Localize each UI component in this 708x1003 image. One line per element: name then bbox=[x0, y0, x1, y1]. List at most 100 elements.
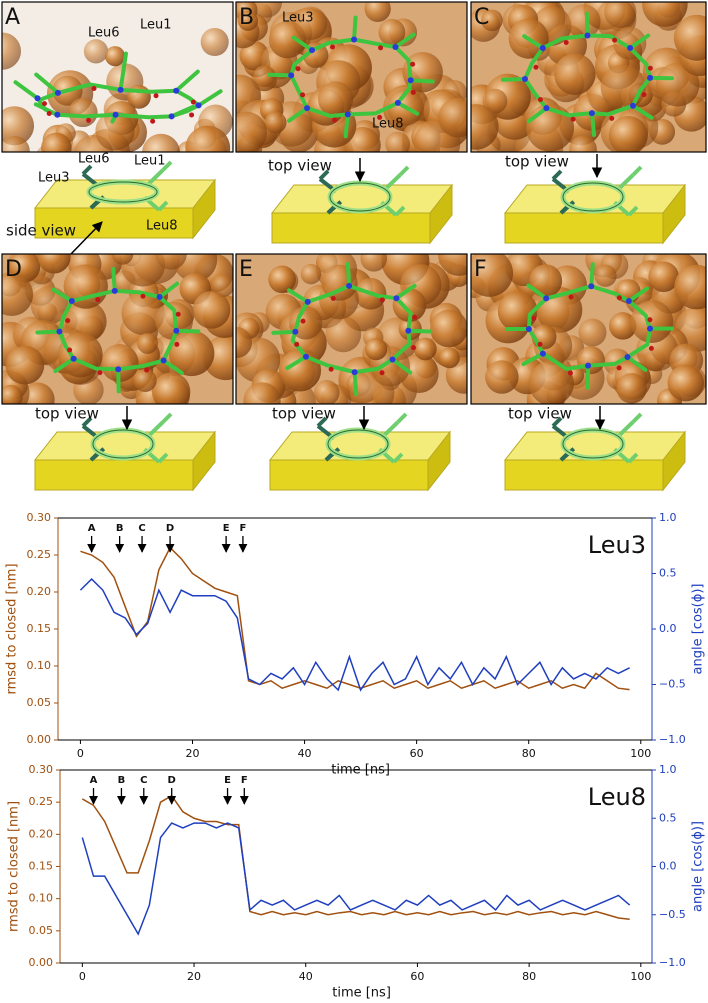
nitrogen bbox=[408, 77, 414, 83]
y2-tick-label: 0.0 bbox=[659, 860, 677, 873]
annotation-label: C bbox=[140, 775, 147, 786]
atom-sphere bbox=[616, 373, 646, 403]
nitrogen bbox=[543, 105, 549, 111]
atom-sphere bbox=[201, 28, 229, 56]
annotation-label: D bbox=[168, 775, 176, 786]
atom-sphere bbox=[554, 53, 596, 95]
nitrogen bbox=[352, 369, 358, 375]
atom-sphere bbox=[601, 65, 646, 110]
atom-sphere bbox=[385, 132, 410, 157]
y2-tick-label: 0.0 bbox=[659, 622, 677, 635]
x-tick-label: 100 bbox=[630, 970, 651, 983]
oxygen bbox=[380, 370, 385, 375]
atom-sphere bbox=[279, 349, 321, 391]
nitrogen bbox=[405, 328, 411, 334]
nitrogen bbox=[303, 354, 309, 360]
nitrogen bbox=[540, 45, 546, 51]
oxygen bbox=[301, 319, 306, 324]
x-tick-label: 60 bbox=[410, 747, 424, 760]
y-tick-label: 0.05 bbox=[29, 924, 54, 937]
atom-sphere bbox=[360, 245, 387, 272]
nitrogen bbox=[395, 100, 401, 106]
oxygen bbox=[191, 100, 196, 105]
side-chain bbox=[503, 79, 525, 80]
nitrogen bbox=[157, 294, 163, 300]
nitrogen bbox=[54, 112, 60, 118]
y-tick-label: 0.20 bbox=[27, 585, 52, 598]
oxygen bbox=[378, 45, 383, 50]
nitrogen bbox=[647, 326, 653, 332]
oxygen bbox=[641, 92, 646, 97]
oxygen bbox=[176, 312, 181, 317]
oxygen bbox=[300, 92, 305, 97]
y-tick-label: 0.30 bbox=[29, 763, 54, 776]
x-tick-label: 100 bbox=[630, 747, 651, 760]
chart-title: Leu8 bbox=[588, 783, 646, 811]
y-tick-label: 0.15 bbox=[29, 860, 54, 873]
molecule-image bbox=[453, 0, 708, 171]
panel-letter: B bbox=[239, 5, 254, 30]
panel-letter: E bbox=[239, 257, 253, 282]
oxygen bbox=[617, 365, 622, 370]
residue-label: Leu6 bbox=[88, 26, 120, 41]
oxygen bbox=[174, 342, 179, 347]
oxygen bbox=[612, 38, 617, 43]
x-tick-label: 80 bbox=[522, 970, 536, 983]
oxygen bbox=[329, 367, 334, 372]
nitrogen bbox=[589, 110, 595, 116]
view-label: side view bbox=[6, 222, 76, 240]
atom-sphere bbox=[0, 136, 30, 166]
atom-sphere bbox=[68, 98, 97, 127]
oxygen bbox=[647, 317, 652, 322]
y-tick-label: 0.30 bbox=[27, 511, 52, 524]
nitrogen bbox=[161, 358, 167, 364]
y-axis-label: rmsd to closed [nm] bbox=[7, 801, 22, 932]
y2-tick-label: 1.0 bbox=[659, 511, 677, 524]
annotation-label: A bbox=[88, 523, 96, 534]
annotation-label: B bbox=[118, 775, 126, 786]
atom-sphere bbox=[668, 365, 704, 401]
y-tick-label: 0.00 bbox=[29, 956, 54, 969]
side-chain bbox=[269, 75, 291, 76]
residue-label: Leu1 bbox=[140, 18, 172, 33]
atom-sphere bbox=[193, 291, 231, 329]
atom-sphere bbox=[152, 372, 190, 410]
side-chain bbox=[591, 264, 592, 286]
oxygen bbox=[150, 119, 155, 124]
nitrogen bbox=[173, 328, 179, 334]
nitrogen bbox=[522, 76, 528, 82]
y2-tick-label: 0.5 bbox=[659, 567, 677, 580]
nitrogen bbox=[173, 88, 179, 94]
oxygen bbox=[569, 295, 574, 300]
side-chain bbox=[354, 18, 355, 40]
molecule-image bbox=[221, 234, 483, 425]
nitrogen bbox=[584, 33, 590, 39]
nitrogen bbox=[71, 356, 77, 362]
atom-sphere bbox=[133, 369, 156, 392]
atom-sphere bbox=[430, 310, 468, 348]
annotation-label: C bbox=[138, 523, 145, 534]
nitrogen bbox=[540, 351, 546, 357]
oxygen bbox=[140, 294, 145, 299]
nitrogen bbox=[304, 105, 310, 111]
oxygen bbox=[331, 296, 336, 301]
side-chain bbox=[587, 14, 588, 36]
oxygen bbox=[538, 97, 543, 102]
oxygen bbox=[410, 62, 415, 67]
series-line bbox=[80, 548, 629, 690]
y-tick-label: 0.25 bbox=[29, 795, 54, 808]
annotation-label: F bbox=[240, 523, 247, 534]
molecule-image bbox=[218, 0, 478, 171]
slab-front bbox=[35, 460, 193, 490]
oxygen bbox=[411, 345, 416, 350]
nitrogen bbox=[115, 366, 121, 372]
oxygen bbox=[42, 101, 47, 106]
atom-sphere bbox=[0, 385, 23, 409]
y2-tick-label: −1.0 bbox=[659, 956, 686, 969]
nitrogen bbox=[626, 298, 632, 304]
y2-tick-label: 0.5 bbox=[659, 811, 677, 824]
atom-sphere bbox=[265, 111, 287, 133]
nitrogen bbox=[55, 90, 61, 96]
nitrogen bbox=[392, 44, 398, 50]
